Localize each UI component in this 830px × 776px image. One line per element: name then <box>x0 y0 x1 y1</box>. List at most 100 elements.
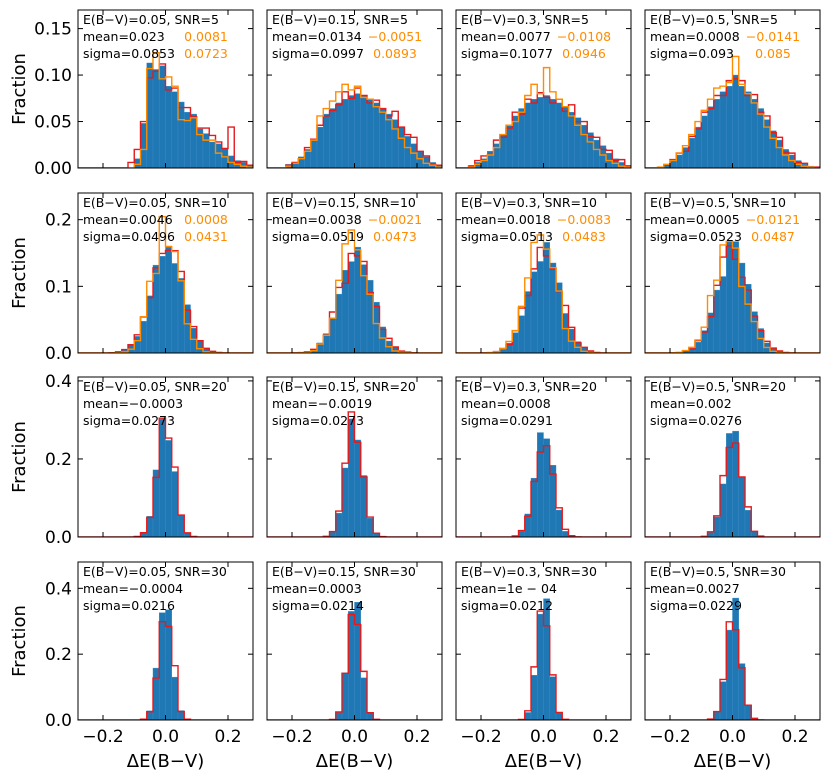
blue-bar <box>385 113 393 168</box>
x-tick-label: 0.2 <box>214 727 241 747</box>
y-axis-label: Fraction <box>9 421 30 493</box>
y-tick-label: 0.0 <box>45 711 72 731</box>
blue-bar <box>732 597 739 720</box>
blue-bar <box>134 336 141 353</box>
blue-bar <box>190 113 197 168</box>
plot-area <box>645 55 820 168</box>
plot-area <box>645 597 820 720</box>
blue-bar <box>707 106 714 168</box>
x-axis-label: ΔE(B−V) <box>127 751 204 772</box>
blue-bar <box>159 419 166 537</box>
orange-step-histogram <box>645 55 820 168</box>
orange-step-histogram <box>456 66 631 168</box>
sigma-alt-label: 0.0483 <box>562 229 606 244</box>
blue-bar <box>512 115 519 168</box>
mean-alt-label: −0.0108 <box>557 29 611 44</box>
blue-bar <box>543 95 550 168</box>
panel-r1-c3: E(B−V)=0.3, SNR=5 mean=0.0077 sigma=0.1077… <box>455 9 632 169</box>
blue-bar <box>669 160 677 168</box>
panel-r1-c4: E(B−V)=0.5, SNR=5 mean=0.0008 sigma=0.093−… <box>644 9 821 169</box>
blue-bar <box>348 418 355 537</box>
blue-bar <box>366 517 374 537</box>
blue-bar <box>341 467 349 537</box>
blue-bar <box>549 676 557 720</box>
sigma-label: sigma=0.093 <box>650 46 734 61</box>
mean-alt-label: 0.0081 <box>184 29 228 44</box>
blue-bar <box>366 712 374 720</box>
x-tick-label: 0.0 <box>152 727 179 747</box>
blue-bar <box>221 148 229 168</box>
blue-bar <box>505 125 513 168</box>
blue-bar <box>140 321 147 353</box>
blue-bar <box>184 532 191 537</box>
blue-bar <box>738 262 746 353</box>
blue-bar <box>165 245 172 353</box>
blue-bar <box>159 65 166 168</box>
panel-title: E(B−V)=0.15, SNR=10 <box>272 195 416 210</box>
blue-bar <box>146 295 154 353</box>
sigma-label: sigma=0.0273 <box>83 413 175 428</box>
blue-bar <box>751 531 758 537</box>
y-tick-label: 0.0 <box>45 528 72 548</box>
blue-bar <box>354 246 361 353</box>
mean-alt-label: −0.0141 <box>746 29 800 44</box>
blue-bar <box>713 99 721 168</box>
blue-bar <box>543 242 550 353</box>
blue-bar <box>726 240 733 353</box>
blue-bar <box>423 156 430 168</box>
sigma-label: sigma=0.0276 <box>650 413 742 428</box>
y-tick-label: 0.15 <box>34 20 72 40</box>
blue-bar <box>329 108 336 168</box>
red-step-histogram <box>645 442 820 537</box>
blue-bar <box>335 102 343 168</box>
blue-bar <box>744 284 752 353</box>
sigma-label: sigma=0.0212 <box>461 598 553 613</box>
blue-bar <box>373 302 380 353</box>
blue-bar <box>587 132 594 168</box>
blue-bar <box>152 469 160 537</box>
blue-bar <box>580 347 588 353</box>
blue-bar <box>562 106 569 168</box>
blue-bar <box>335 712 343 720</box>
blue-bar <box>159 256 166 353</box>
mean-label: mean=0.0008 <box>461 396 551 411</box>
blue-bar <box>549 99 557 168</box>
sigma-label: sigma=0.0291 <box>461 413 553 428</box>
x-tick-label: −0.2 <box>82 727 123 747</box>
blue-bar <box>788 154 796 168</box>
blue-bar <box>152 667 160 720</box>
blue-bar <box>713 516 721 537</box>
panel-title: E(B−V)=0.3, SNR=5 <box>461 12 589 27</box>
blue-bar <box>694 342 702 353</box>
blue-bar <box>732 74 739 168</box>
blue-bar <box>537 97 544 168</box>
mean-label: mean=0.002 <box>650 396 732 411</box>
blue-bar <box>348 261 355 353</box>
blue-bar <box>701 115 708 168</box>
panel-title: E(B−V)=0.5, SNR=20 <box>650 379 786 394</box>
blue-bar <box>555 102 563 168</box>
mean-label: mean=0.0077 <box>461 29 551 44</box>
sigma-alt-label: 0.0431 <box>184 229 228 244</box>
blue-bar <box>524 102 532 168</box>
blue-bar <box>549 465 557 537</box>
blue-bar <box>134 158 141 168</box>
sigma-alt-label: 0.0946 <box>562 46 606 61</box>
panel-title: E(B−V)=0.5, SNR=10 <box>650 195 786 210</box>
blue-bar <box>341 672 349 720</box>
plot-area <box>267 83 442 168</box>
x-tick-label: −0.2 <box>649 727 690 747</box>
blue-bar <box>738 86 746 168</box>
x-tick-label: 0.2 <box>592 727 619 747</box>
blue-bar <box>360 475 368 537</box>
blue-bar <box>580 125 588 168</box>
y-tick-label: 0.2 <box>45 645 72 665</box>
blue-bar <box>140 123 147 168</box>
blue-bar <box>140 532 147 537</box>
y-tick-label: 0.00 <box>34 159 72 179</box>
panel-title: E(B−V)=0.15, SNR=20 <box>272 379 416 394</box>
blue-bar <box>354 439 361 537</box>
blue-bar <box>738 663 746 720</box>
mean-label: mean=−0.0019 <box>272 396 372 411</box>
blue-bar <box>146 62 154 168</box>
